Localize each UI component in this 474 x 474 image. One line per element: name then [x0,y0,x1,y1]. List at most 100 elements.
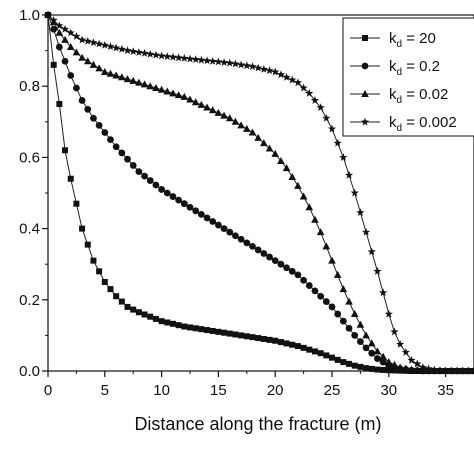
data-point [101,279,108,285]
data-point [158,318,165,325]
data-point [441,366,450,375]
data-point [294,271,302,279]
data-point [140,80,149,88]
data-point [208,106,217,114]
y-tick-label: 0.4 [19,221,40,238]
legend-marker [360,117,370,126]
data-point [357,338,364,346]
data-point [163,52,172,61]
data-point [277,260,285,268]
data-point [130,306,137,313]
data-point [329,354,335,361]
data-point [123,46,132,55]
data-point [339,153,348,161]
data-point [277,156,285,164]
data-point [204,327,211,334]
legend-item: kd = 0.02 [350,86,448,106]
data-point [84,105,92,113]
legend-label: kd = 20 [389,30,436,50]
data-point [294,181,302,189]
data-point [254,63,263,72]
data-point [73,200,80,207]
data-point [124,303,131,310]
data-point [243,333,250,340]
data-point [203,103,211,111]
data-point [464,366,473,375]
data-point [272,337,279,344]
data-point [66,43,75,51]
data-point [62,147,69,154]
data-point [276,70,285,79]
data-point [225,58,234,67]
data-point [323,352,330,359]
data-point [208,56,217,65]
x-tick-label: 20 [267,382,284,399]
data-point [311,348,318,355]
data-point [77,35,87,44]
data-point [305,89,314,97]
data-point [413,366,421,374]
data-point [95,121,103,129]
data-point [134,48,143,56]
x-tick-label: 10 [153,382,170,399]
data-point [141,172,148,180]
data-point [66,28,75,37]
x-tick-label: 35 [437,382,454,399]
data-point [202,56,212,65]
data-point [168,52,178,61]
data-point [90,114,97,122]
data-point [447,366,456,375]
data-point [299,192,308,200]
data-point [197,55,206,64]
data-point [299,83,308,92]
data-point [226,330,233,337]
data-point [310,96,320,104]
data-point [67,175,74,182]
data-point [254,246,262,254]
data-point [107,286,114,293]
data-point [367,339,376,347]
data-point [356,208,365,217]
data-point [129,47,138,55]
data-point [367,247,376,256]
data-point [214,108,223,116]
data-point [129,76,137,84]
data-point [351,332,359,339]
data-point [333,270,342,278]
legend-marker [361,90,369,97]
data-point [55,43,63,51]
data-point [328,256,336,264]
data-point [282,164,291,172]
y-tick-label: 0.0 [19,363,40,380]
data-point [242,61,251,70]
data-point [113,293,120,300]
data-point [346,360,353,367]
data-point [322,298,330,305]
x-tick-label: 15 [210,382,227,399]
data-point [147,313,154,320]
data-point [396,363,404,371]
data-point [283,264,290,272]
data-point [219,58,229,66]
x-tick-label: 25 [324,382,341,399]
data-point [174,91,183,99]
data-point [78,53,86,61]
legend: kd = 20 kd = 0.2 kd = 0.02 kd = 0.002 [342,17,474,137]
data-point [220,225,228,233]
data-point [396,340,405,348]
data-point [339,317,347,325]
data-point [419,366,427,374]
data-point [118,149,126,157]
data-point [316,103,325,112]
data-point [192,325,199,332]
data-point [197,100,206,108]
data-point [328,303,336,311]
data-point [129,162,137,169]
data-point [146,82,155,90]
data-point [152,83,160,91]
data-point [209,327,216,334]
data-point [339,285,348,293]
data-point [163,189,171,197]
data-point [305,282,313,289]
